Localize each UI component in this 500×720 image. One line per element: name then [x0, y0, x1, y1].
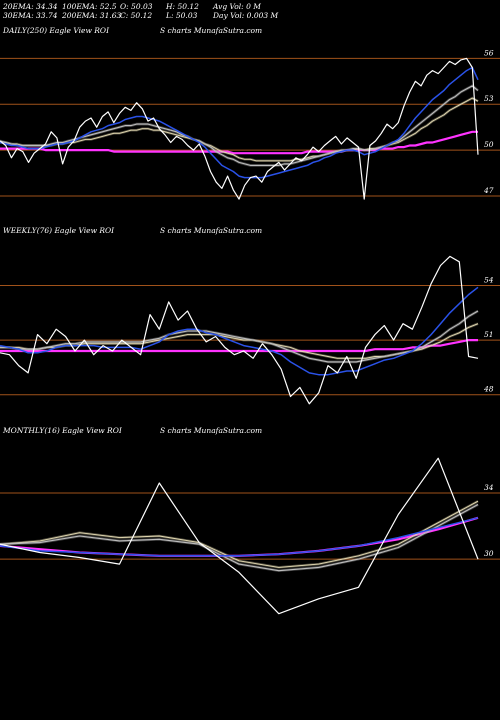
daily-y-tick-label: 53 — [484, 94, 494, 103]
weekly-y-tick-label: 48 — [483, 385, 494, 394]
weekly-panel-watermark: S charts MunafaSutra.com — [160, 226, 263, 235]
header-ema100: 100EMA: 52.5 — [62, 2, 117, 11]
monthly-panel-label: MONTHLY(16) Eagle View ROI — [3, 426, 122, 435]
header-avg-vol: Avg Vol: 0 M — [213, 2, 261, 11]
weekly-series-ema_gray-halo — [0, 309, 479, 364]
daily-y-tick-label: 56 — [484, 48, 494, 57]
weekly-panel-label: WEEKLY(76) Eagle View ROI — [3, 226, 115, 235]
daily-series-price — [0, 57, 479, 200]
header-high: H: 50.12 — [166, 2, 199, 11]
daily-y-tick-label: 47 — [483, 186, 494, 195]
daily-series-ema_magenta — [0, 130, 478, 155]
monthly-panel-watermark: S charts MunafaSutra.com — [160, 426, 263, 435]
daily-y-tick-label: 50 — [484, 140, 494, 149]
header-open: O: 50.03 — [120, 2, 153, 11]
monthly-series-ema_tan — [0, 500, 479, 568]
daily-series-ema_tan — [0, 97, 479, 162]
header-day-vol: Day Vol: 0.003 M — [213, 11, 279, 20]
daily-panel-label: DAILY(250) Eagle View ROI — [3, 26, 110, 35]
header-ema30: 30EMA: 33.74 — [3, 11, 58, 20]
header-low: L: 50.03 — [166, 11, 198, 20]
header-ema20: 20EMA: 34.34 — [3, 2, 58, 11]
weekly-series-ema_magenta — [0, 339, 478, 353]
daily-series-ema_blue — [0, 66, 479, 179]
weekly-y-tick-label: 51 — [484, 330, 494, 339]
monthly-y-tick-label: 30 — [484, 549, 494, 558]
weekly-series-ema_gray — [0, 310, 479, 363]
monthly-series-ema_gray — [0, 504, 479, 572]
daily-panel-watermark: S charts MunafaSutra.com — [160, 26, 263, 35]
weekly-series-price — [0, 255, 479, 405]
monthly-y-tick-label: 34 — [484, 483, 494, 492]
monthly-series-price — [0, 457, 479, 615]
header-ema200: 200EMA: 31.63 — [62, 11, 122, 20]
weekly-series-ema_blue — [0, 286, 479, 376]
weekly-y-tick-label: 54 — [484, 276, 494, 285]
monthly-series-ema_blue — [0, 517, 479, 557]
header-close: C: 50.12 — [120, 11, 153, 20]
